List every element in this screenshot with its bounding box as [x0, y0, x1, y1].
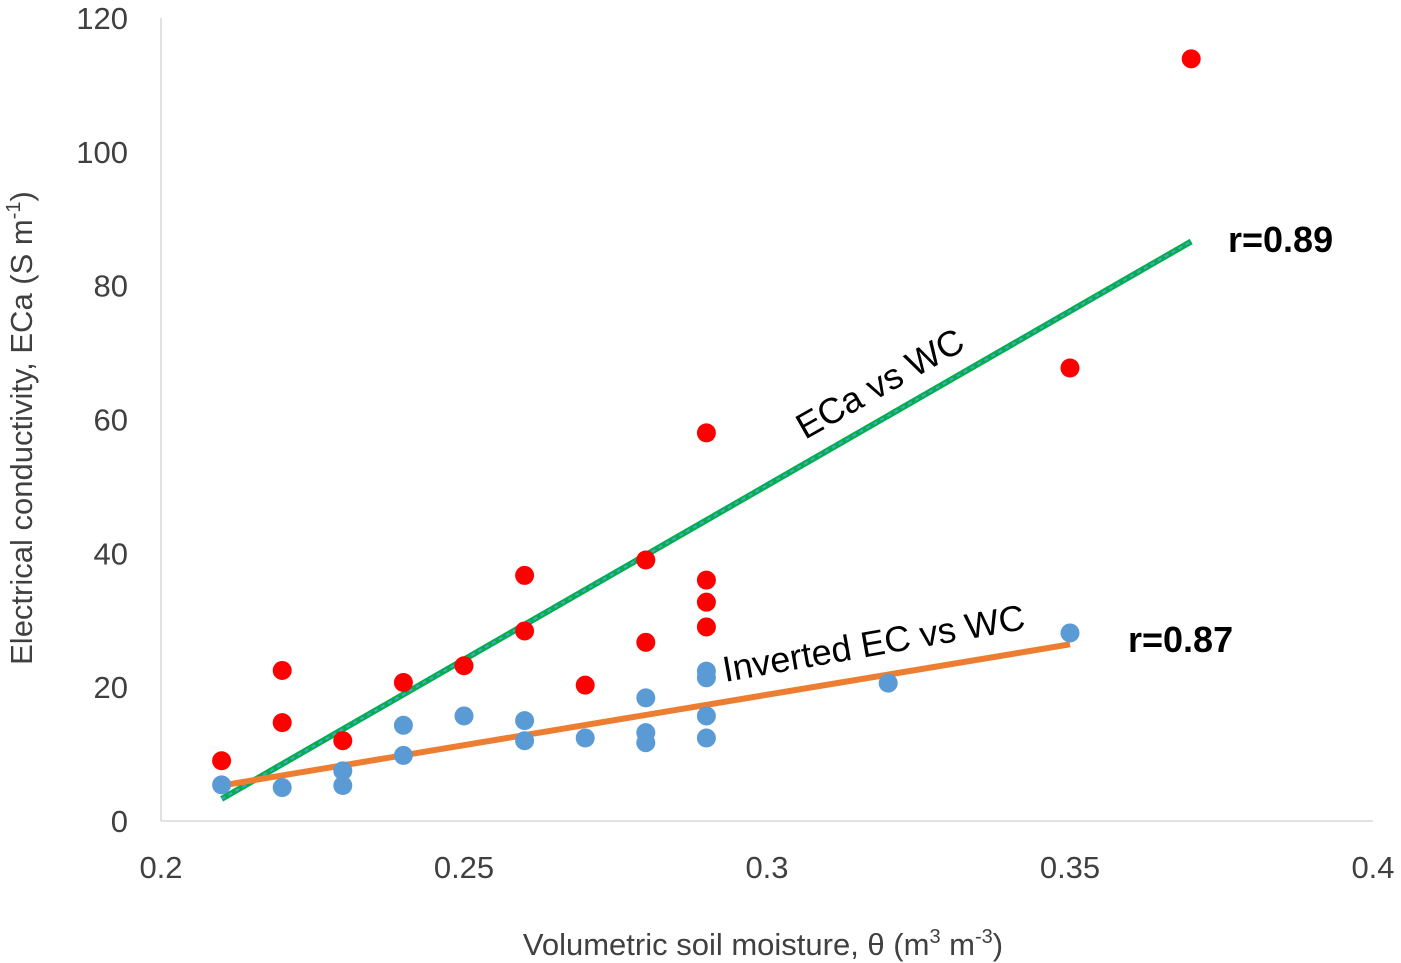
eca-point	[696, 423, 716, 443]
eca-point	[515, 565, 535, 585]
x-axis-title-sup1: 3	[929, 926, 940, 948]
inverted-ec-point	[878, 673, 898, 693]
inverted-ec-point	[696, 668, 716, 688]
y-tick-label: 100	[76, 135, 128, 170]
eca-point	[575, 675, 595, 695]
x-tick-label: 0.4	[1351, 850, 1394, 885]
inverted-ec-point	[696, 706, 716, 726]
trendlines	[220, 238, 1193, 802]
eca-point	[212, 751, 232, 771]
y-tick-label: 40	[94, 536, 128, 571]
y-axis-title-text: Electrical conductivity, ECa (S m	[4, 219, 39, 665]
y-tick-label: 60	[94, 403, 128, 438]
eca-point	[393, 672, 413, 692]
y-tick-label: 120	[76, 1, 128, 36]
eca-point	[696, 570, 716, 590]
inverted-ec-point	[636, 688, 656, 708]
eca-correlation-label: r=0.89	[1228, 219, 1333, 260]
inverted-ec-point	[272, 778, 292, 798]
inverted-ec-point	[696, 728, 716, 748]
eca-point	[696, 617, 716, 637]
inverted-ec-point	[212, 775, 232, 795]
y-tick-label: 80	[94, 269, 128, 304]
inverted-ec-point	[636, 733, 656, 753]
inverted-ec-point	[393, 715, 413, 735]
y-axis-title: Electrical conductivity, ECa (S m-1)	[3, 191, 39, 665]
x-axis-title-end: )	[993, 927, 1003, 962]
y-tick-label: 0	[111, 804, 128, 839]
eca-point	[333, 731, 353, 751]
y-tick-label: 20	[94, 670, 128, 705]
x-tick-labels: 0.2 0.25 0.3 0.35 0.4	[139, 850, 1394, 885]
inverted-ec-point	[454, 706, 474, 726]
eca-point	[636, 550, 656, 570]
x-tick-label: 0.3	[745, 850, 788, 885]
eca-point	[696, 592, 716, 612]
eca-point	[272, 660, 292, 680]
eca-trendline-dash	[221, 240, 1192, 800]
inverted-ec-point	[333, 761, 353, 781]
inverted-ec-trendline	[221, 641, 1071, 789]
eca-point	[272, 713, 292, 733]
x-tick-label: 0.25	[434, 850, 494, 885]
x-tick-label: 0.2	[139, 850, 182, 885]
eca-point	[636, 632, 656, 652]
eca-point	[1181, 49, 1201, 69]
inverted-ec-point	[515, 731, 535, 751]
inverted-ec-point	[515, 711, 535, 731]
eca-point	[515, 621, 535, 641]
x-tick-label: 0.35	[1040, 850, 1100, 885]
inverted-ec-point	[393, 745, 413, 765]
x-axis-title: Volumetric soil moisture, θ (m3 m-3)	[523, 926, 1003, 962]
x-axis-title-sup2: -3	[975, 926, 993, 948]
x-axis-title-text: Volumetric soil moisture, θ (m	[523, 927, 930, 962]
x-axis-title-mid: m	[941, 927, 975, 962]
eca-point	[454, 656, 474, 676]
axes	[160, 18, 1373, 822]
y-tick-labels: 0 20 40 60 80 100 120	[76, 1, 128, 839]
inverted-ec-point	[333, 776, 353, 796]
inverted-ec-point	[575, 728, 595, 748]
inverted-ec-correlation-label: r=0.87	[1128, 619, 1233, 660]
inverted-ec-point	[1060, 623, 1080, 643]
data-points	[212, 49, 1201, 798]
y-axis-title-end: )	[4, 191, 39, 201]
y-axis-title-sup: -1	[3, 201, 25, 219]
eca-point	[1060, 358, 1080, 378]
